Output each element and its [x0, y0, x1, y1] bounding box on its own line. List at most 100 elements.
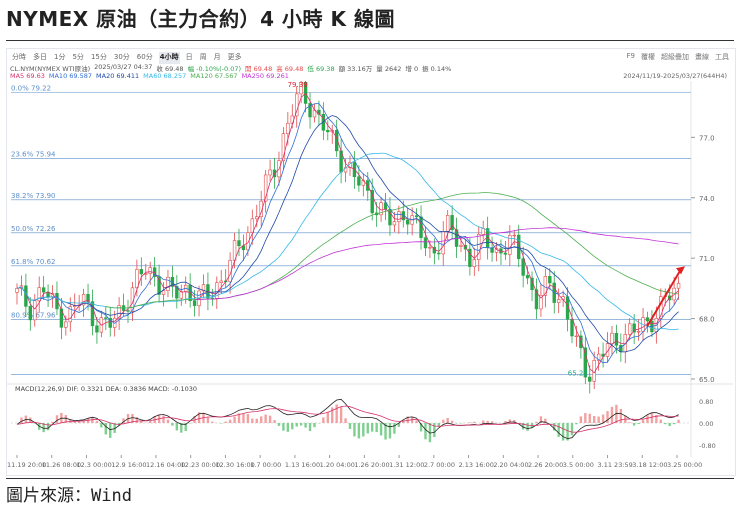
- candle-body: [157, 276, 161, 295]
- quote-turnover: 額 33.16万: [338, 65, 373, 73]
- x-tick-label: 3.11 23:59: [598, 461, 633, 469]
- candle-body: [33, 300, 37, 321]
- candle-body: [610, 332, 614, 344]
- fib-level-label: 0.0% 79.22: [11, 85, 51, 93]
- candle-body: [215, 282, 219, 299]
- period-tab[interactable]: 分時: [12, 53, 26, 61]
- candle-body: [259, 200, 263, 218]
- candle-body: [472, 259, 477, 267]
- candle-body: [104, 317, 108, 319]
- candle-body: [605, 343, 610, 357]
- candle-body: [148, 267, 152, 274]
- tool-button[interactable]: 超級疊加: [661, 53, 689, 61]
- candle-body: [406, 219, 410, 225]
- candle-body: [219, 280, 223, 284]
- candle-body: [95, 325, 99, 333]
- y-tick-label: 71.0: [699, 255, 715, 263]
- candle-body: [179, 291, 183, 299]
- image-source: 圖片來源：Wind: [6, 486, 132, 506]
- tool-button[interactable]: 覆權: [641, 53, 655, 61]
- ma-legend-item: MA10 69.587: [48, 72, 93, 80]
- candle-body: [192, 300, 197, 306]
- quote-amplitude: 振 0.14%: [422, 65, 452, 73]
- candle-body: [534, 289, 539, 310]
- x-tick-label: 1.31 12:00: [389, 461, 424, 469]
- tool-button[interactable]: 畫線: [695, 53, 709, 61]
- x-tick-label: 2.7 00:00: [424, 461, 455, 469]
- candle-body: [299, 81, 303, 95]
- candle-body: [672, 287, 676, 301]
- y-tick-label: 68.0: [699, 316, 715, 324]
- macd-tick-label: 0.80: [699, 398, 713, 406]
- candle-body: [570, 318, 574, 337]
- period-tab[interactable]: 更多: [227, 53, 242, 61]
- candle-body: [539, 295, 543, 310]
- moving-average-line: [16, 103, 679, 364]
- tool-button[interactable]: F9: [626, 52, 635, 60]
- candle-body: [268, 169, 272, 176]
- candle-body: [81, 293, 86, 306]
- macd-label: MACD(12,26,9) DIF: 0.3321 DEA: 0.3836 MA…: [15, 385, 197, 393]
- x-tick-label: 12.23 00:00: [181, 461, 220, 469]
- x-tick-label: 1.7 00:00: [250, 461, 281, 469]
- candle-body: [68, 306, 72, 323]
- title-divider: [6, 40, 734, 41]
- ma-legend: MA5 69.63 MA10 69.587 MA20 69.411 MA60 68.2…: [10, 72, 289, 80]
- candle-body: [579, 335, 583, 349]
- fib-level-label: 61.8% 70.62: [11, 258, 56, 266]
- x-tick-label: 2.26 20:00: [528, 461, 563, 469]
- x-tick-label: 11.19 20:00: [7, 461, 46, 469]
- candle-body: [161, 290, 166, 295]
- candle-body: [525, 275, 530, 279]
- macd-signal-line: [16, 398, 679, 440]
- candle-body: [645, 317, 650, 322]
- macd-signal-line: [16, 405, 679, 433]
- quote-bar: CL.NYM(NYMEX WTI原油) 2025/03/27 04:37 收 6…: [10, 63, 451, 73]
- quote-high: 高 69.48: [276, 65, 304, 73]
- candle-body: [126, 310, 130, 312]
- candle-body: [614, 332, 619, 346]
- candle-body: [437, 252, 441, 255]
- candle-body: [521, 258, 525, 276]
- quote-change: 幅 -0.10%(-0.07): [187, 65, 242, 73]
- period-tab[interactable]: 月: [213, 53, 221, 61]
- moving-average-line: [194, 227, 679, 301]
- candle-body: [15, 288, 19, 293]
- period-tab[interactable]: 多日: [33, 53, 47, 61]
- candle-body: [37, 287, 41, 302]
- x-tick-label: 12.30 16:00: [215, 461, 254, 469]
- low-annotation: 65.22: [568, 370, 588, 378]
- candle-body: [117, 305, 121, 319]
- candlestick-chart[interactable]: 65.0 68.0 71.0 74.0 77.0 0.0% 79.22 23.6% 75.9…: [7, 81, 733, 475]
- period-tab[interactable]: 1分: [54, 53, 66, 61]
- candle-body: [108, 318, 112, 328]
- macd-tick-label: -0.80: [699, 442, 716, 450]
- ma-legend-item: MA250 69.261: [241, 72, 289, 80]
- quote-open: 開 69.48: [245, 65, 273, 73]
- candle-body: [588, 376, 592, 382]
- x-tick-label: 12.16 04:00: [146, 461, 185, 469]
- candle-body: [468, 248, 472, 267]
- footer-divider: [6, 478, 734, 479]
- date-range: 2024/11/19-2025/03/27(644H4): [623, 72, 727, 80]
- candle-body: [255, 216, 259, 220]
- period-tab[interactable]: 日: [185, 53, 193, 61]
- period-tab[interactable]: 30分: [113, 53, 130, 61]
- macd-tick-label: 0.00: [699, 420, 713, 428]
- x-tick-label: 12.9 16:00: [111, 461, 146, 469]
- moving-average-line: [16, 152, 679, 331]
- candle-body: [281, 133, 286, 162]
- period-toolbar: 分時 多日 1分 5分 15分 30分 60分 4小時日周月更多: [11, 52, 243, 64]
- quote-low: 低 69.38: [307, 65, 335, 73]
- period-tab[interactable]: 4小時: [158, 52, 180, 64]
- period-tab[interactable]: 15分: [90, 53, 107, 61]
- candle-body: [55, 292, 59, 310]
- ma-legend-item: MA60 68.257: [143, 72, 187, 80]
- period-tab[interactable]: 5分: [72, 53, 84, 61]
- ma-legend-item: MA20 69.411: [96, 72, 140, 80]
- ma-legend-item: MA120 67.567: [190, 72, 238, 80]
- candle-body: [135, 269, 139, 289]
- tool-button[interactable]: 工具: [715, 53, 729, 61]
- period-tab[interactable]: 周: [199, 53, 207, 61]
- period-tab[interactable]: 60分: [136, 53, 153, 61]
